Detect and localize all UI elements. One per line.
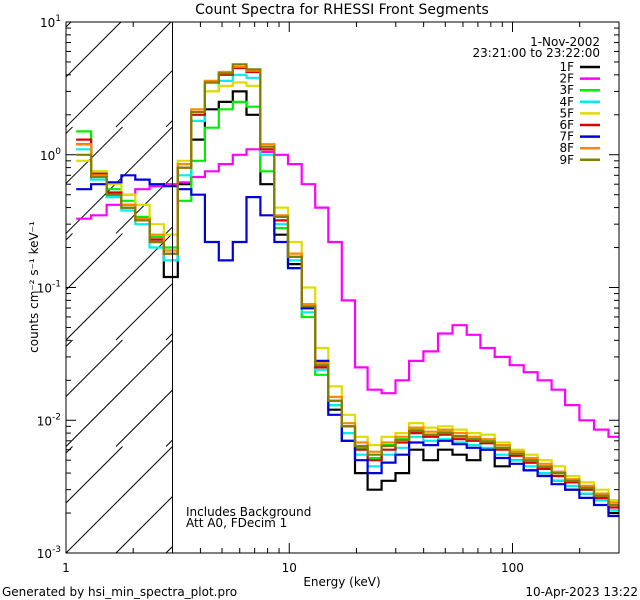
hatch-line (165, 546, 173, 554)
hatch-line (165, 226, 173, 234)
hatch-line (65, 21, 122, 78)
series-4F (76, 73, 619, 512)
y-tick-label: 10-3 (37, 545, 61, 561)
x-tick-label: 100 (501, 561, 524, 575)
hatch-line (65, 233, 173, 341)
hatch-line (65, 233, 123, 291)
hatch-line (165, 120, 173, 128)
annotation-attenuator: Att A0, FDecim 1 (186, 516, 287, 530)
hatch-line (65, 233, 73, 241)
footer-timestamp: 10-Apr-2023 13:22 (525, 585, 638, 599)
axis-ticks: 1 10 100 101 100 10-1 10-2 10-3 (37, 14, 620, 575)
hatch-line (65, 446, 123, 504)
y-axis-label: counts cm⁻² s⁻¹ keV⁻¹ (27, 221, 41, 353)
y-tick-label: 100 (40, 147, 61, 163)
hatch-line (65, 339, 73, 347)
hatch-line (115, 70, 173, 128)
legend-label-4F: 4F (559, 95, 574, 109)
x-axis-label: Energy (keV) (303, 575, 380, 589)
shaded-region (65, 21, 173, 554)
chart-title: Count Spectra for RHESSI Front Segments (195, 2, 489, 18)
hatch-line (115, 389, 173, 447)
y-tick-label: 10-2 (37, 412, 61, 428)
legend-label-8F: 8F (559, 141, 574, 155)
series-7F (76, 174, 619, 518)
series-8F (76, 65, 619, 504)
series-group (76, 63, 619, 518)
series-9F (76, 63, 619, 507)
hatch-line (115, 496, 173, 554)
legend-label-2F: 2F (559, 72, 574, 86)
legend-time-range: 23:21:00 to 23:22:00 (473, 46, 600, 60)
hatch-line (65, 339, 173, 447)
legend-date: 1-Nov-2002 (530, 35, 600, 49)
legend-label-9F: 9F (559, 153, 574, 167)
hatch-line (65, 21, 72, 28)
x-tick-label: 1 (62, 561, 70, 575)
x-tick-label: 10 (282, 561, 297, 575)
series-3F (76, 100, 619, 507)
y-tick-label: 10-1 (37, 280, 61, 296)
y-tick-label: 101 (40, 14, 61, 30)
annotation-background: Includes Background (186, 505, 311, 519)
legend-label-1F: 1F (559, 60, 574, 74)
series-1F (76, 90, 619, 515)
hatch-line (65, 446, 173, 554)
series-5F (76, 81, 619, 502)
hatch-line (65, 339, 123, 397)
hatch-line (65, 126, 173, 234)
series-2F (76, 148, 619, 438)
hatch-line (65, 126, 73, 134)
hatch-line (65, 21, 172, 128)
legend-label-3F: 3F (559, 83, 574, 97)
legend-label-5F: 5F (559, 106, 574, 120)
legend-label-7F: 7F (559, 130, 574, 144)
hatch-line (165, 333, 173, 341)
legend-label-6F: 6F (559, 118, 574, 132)
hatch-line (115, 283, 173, 341)
footer-generator: Generated by hsi_min_spectra_plot.pro (2, 585, 237, 599)
hatch-line (65, 126, 123, 184)
hatch-line (165, 439, 173, 447)
